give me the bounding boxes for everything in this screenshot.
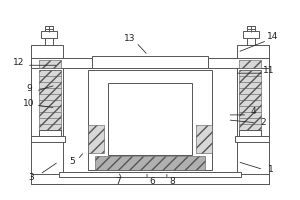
Text: 8: 8: [169, 177, 175, 186]
Bar: [237, 45, 269, 184]
Bar: [31, 58, 92, 68]
Text: 5: 5: [70, 157, 75, 166]
Text: 4: 4: [250, 107, 256, 116]
Bar: [108, 83, 192, 155]
Text: 11: 11: [263, 66, 275, 75]
Text: 13: 13: [124, 34, 136, 43]
Bar: [236, 136, 269, 142]
Bar: [239, 130, 261, 138]
Bar: [208, 58, 269, 68]
Bar: [239, 70, 261, 130]
Text: 2: 2: [260, 118, 266, 127]
Bar: [92, 56, 208, 68]
Bar: [58, 171, 242, 177]
Bar: [31, 174, 269, 184]
Bar: [88, 125, 104, 153]
Text: 9: 9: [26, 84, 32, 93]
Text: 14: 14: [268, 32, 279, 41]
Bar: [39, 70, 61, 130]
Bar: [31, 136, 64, 142]
Text: 10: 10: [23, 99, 34, 108]
Bar: [88, 70, 212, 170]
Text: 1: 1: [268, 165, 274, 174]
Bar: [39, 60, 61, 68]
Bar: [39, 130, 61, 138]
Bar: [247, 26, 255, 45]
Bar: [95, 156, 205, 170]
Bar: [196, 125, 211, 153]
Bar: [45, 26, 53, 45]
Bar: [31, 45, 63, 184]
Bar: [239, 60, 261, 68]
Bar: [243, 31, 259, 38]
Text: 3: 3: [28, 173, 34, 182]
Text: 7: 7: [115, 177, 121, 186]
Text: 12: 12: [13, 58, 25, 67]
Bar: [41, 31, 57, 38]
Text: 6: 6: [149, 177, 155, 186]
